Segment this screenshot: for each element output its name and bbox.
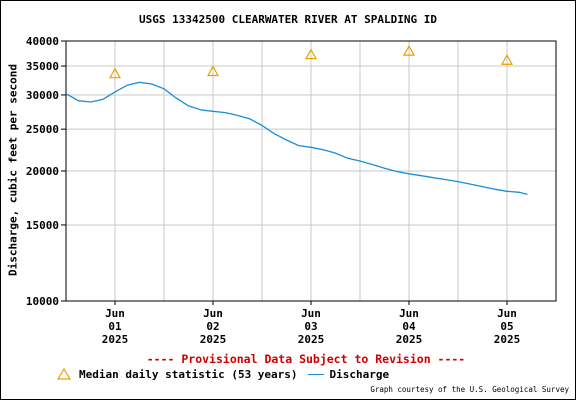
- legend-median-label: Median daily statistic (53 years): [79, 367, 298, 381]
- provisional-note: ---- Provisional Data Subject to Revisio…: [146, 352, 466, 366]
- median-point: [304, 48, 318, 60]
- plot-border: [65, 40, 557, 302]
- series: [65, 44, 528, 196]
- axes: [61, 40, 557, 305]
- median-point: [108, 67, 122, 79]
- x-tick-label: 2025: [494, 333, 521, 346]
- y-tick-label: 10000: [26, 295, 59, 308]
- y-tick-label: 20000: [26, 165, 59, 178]
- x-tick-label: 04: [402, 320, 416, 333]
- tick-labels: 10000150002000025000300003500040000Jun01…: [26, 35, 520, 346]
- x-tick-label: 2025: [298, 333, 325, 346]
- x-tick-label: 2025: [102, 333, 129, 346]
- median-triangle-icon: [56, 367, 72, 380]
- grid-lines: [66, 40, 556, 302]
- x-tick-label: Jun: [301, 307, 321, 320]
- legend: Median daily statistic (53 years) Discha…: [56, 367, 390, 381]
- x-tick-label: Jun: [399, 307, 419, 320]
- x-tick-label: 2025: [396, 333, 423, 346]
- x-tick-label: 01: [108, 320, 122, 333]
- median-point: [500, 54, 514, 65]
- y-tick-label: 30000: [26, 89, 59, 102]
- x-tick-label: 03: [304, 320, 317, 333]
- discharge-line-icon: [307, 373, 324, 375]
- x-tick-label: 02: [206, 320, 219, 333]
- y-tick-label: 40000: [26, 35, 59, 48]
- credit-text: Graph courtesy of the U.S. Geological Su…: [370, 385, 569, 394]
- y-tick-label: 35000: [26, 60, 59, 73]
- discharge-series-line: [65, 81, 528, 196]
- y-tick-label: 15000: [26, 219, 59, 232]
- median-point: [206, 65, 220, 77]
- x-tick-label: Jun: [105, 307, 125, 320]
- legend-discharge-label: Discharge: [329, 367, 390, 381]
- y-tick-label: 25000: [26, 123, 59, 136]
- median-point: [402, 44, 416, 56]
- chart-title: USGS 13342500 CLEARWATER RIVER AT SPALDI…: [138, 13, 437, 26]
- x-tick-label: Jun: [203, 307, 223, 320]
- x-tick-label: 2025: [200, 333, 227, 346]
- x-tick-label: Jun: [497, 307, 517, 320]
- x-tick-label: 05: [500, 320, 513, 333]
